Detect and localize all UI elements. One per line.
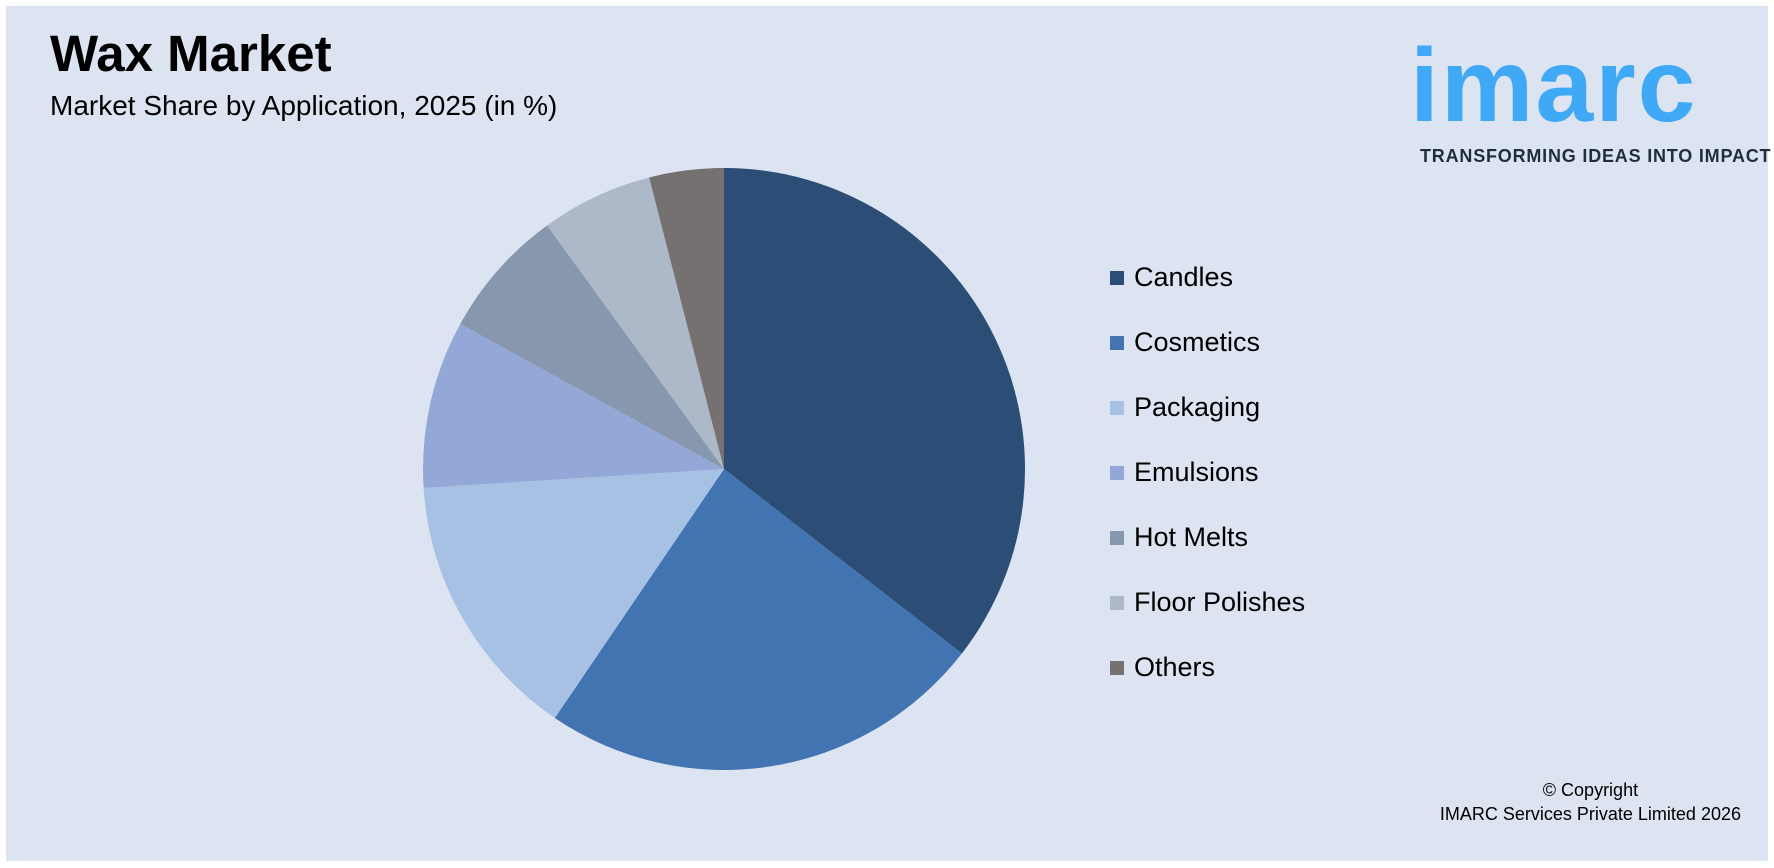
chart-subtitle: Market Share by Application, 2025 (in %) (50, 90, 558, 121)
legend-swatch-emulsions (1110, 466, 1124, 480)
imarc-logo: imarc TRANSFORMING IDEAS INTO IMPACT (1410, 20, 1771, 170)
legend-swatch-cosmetics (1110, 336, 1124, 350)
legend-label-packaging: Packaging (1134, 392, 1261, 422)
legend-label-hot-melts: Hot Melts (1134, 522, 1249, 552)
copyright-line-2: IMARC Services Private Limited 2026 (1439, 804, 1741, 824)
legend-label-cosmetics: Cosmetics (1134, 327, 1261, 357)
legend-label-floor-polishes: Floor Polishes (1134, 587, 1306, 617)
legend-label-candles: Candles (1134, 262, 1234, 292)
logo-wordmark: imarc (1410, 28, 1698, 144)
legend-swatch-hot-melts (1110, 531, 1124, 545)
pie-slice-floor-polishes (547, 177, 724, 469)
pie-slice-others (649, 168, 724, 469)
logo-tagline: TRANSFORMING IDEAS INTO IMPACT (1420, 146, 1772, 166)
pie-slice-cosmetics (554, 469, 962, 771)
legend-swatch-others (1110, 661, 1124, 675)
copyright-notice: © Copyright IMARC Services Private Limit… (1440, 778, 1741, 826)
pie-slice-emulsions (422, 323, 724, 488)
legend-swatch-candles (1110, 271, 1124, 285)
legend-label-others: Others (1134, 652, 1216, 682)
chart-title: Wax Market (50, 25, 332, 82)
copyright-line-1: © Copyright (1542, 780, 1639, 800)
legend-swatch-packaging (1110, 401, 1124, 415)
pie-slice-packaging (423, 469, 724, 718)
pie-slice-candles (724, 168, 1026, 654)
legend-swatch-floor-polishes (1110, 596, 1124, 610)
pie-slice-hot-melts (460, 225, 724, 469)
legend-label-emulsions: Emulsions (1134, 457, 1259, 487)
